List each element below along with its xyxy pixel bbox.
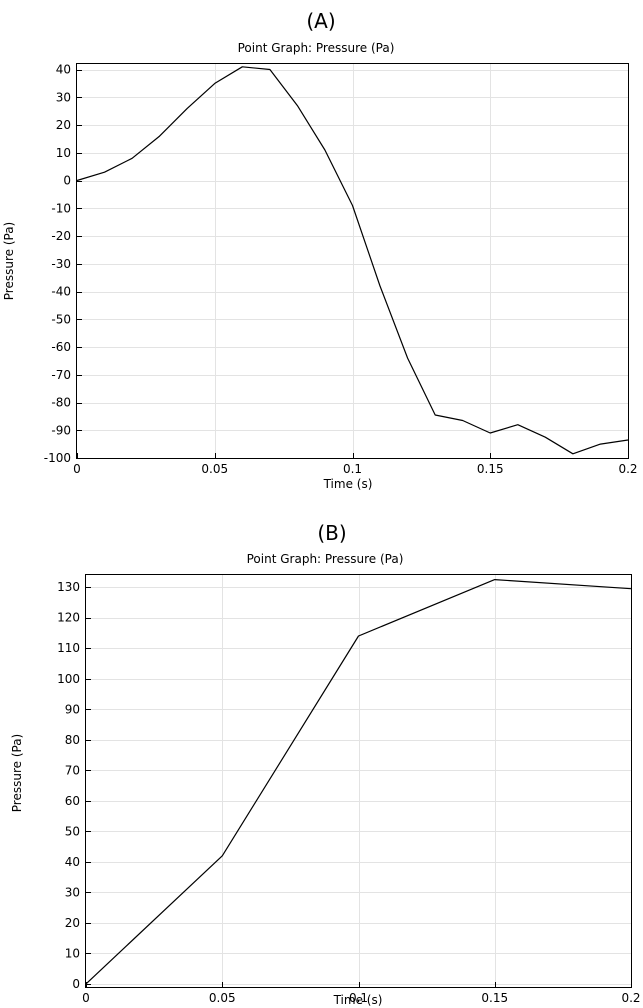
chart-a-ytick-label: -50 (51, 312, 71, 326)
chart-a-xtick-label: 0.1 (343, 462, 362, 476)
chart-a-frame (76, 63, 629, 459)
chart-a-xtick-label: 0.05 (201, 462, 228, 476)
chart-a-ytick-label: 10 (56, 146, 71, 160)
chart-b-xtick-label: 0.2 (621, 991, 640, 1005)
chart-a-ytick-label: -10 (51, 201, 71, 215)
chart-b-frame (85, 574, 632, 988)
chart-b-xtick-label: 0 (82, 991, 90, 1005)
chart-b-series-line (85, 578, 632, 985)
chart-a-xtick-label: 0 (73, 462, 81, 476)
chart-b-title: Point Graph: Pressure (Pa) (247, 552, 404, 566)
chart-b-ytick-label: 130 (57, 580, 80, 594)
chart-b-panel-label: (B) (317, 521, 346, 545)
chart-b: (B) Point Graph: Pressure (Pa) 0 0.05 0.1 0… (10, 521, 641, 1007)
chart-a-ytick-label: -80 (51, 396, 71, 410)
chart-a-ytick-label: 40 (56, 63, 71, 77)
chart-a-ytick-label: -100 (44, 451, 71, 465)
chart-a-ytick-label: 0 (63, 174, 71, 188)
chart-b-ytick-label: 120 (57, 611, 80, 625)
chart-a-panel-label: (A) (306, 9, 335, 33)
chart-a-ytick-label: 30 (56, 90, 71, 104)
chart-a-ylabel: Pressure (Pa) (2, 222, 16, 300)
chart-b-ytick-label: 40 (65, 855, 80, 869)
chart-b-ytick-label: 80 (65, 733, 80, 747)
chart-a-xtick-label: 0.2 (618, 462, 637, 476)
chart-b-ytick-label: 90 (65, 702, 80, 716)
chart-a-ytick-label: -40 (51, 285, 71, 299)
chart-b-ytick-label: 10 (65, 946, 80, 960)
chart-b-ticks (86, 587, 632, 987)
chart-a-ytick-label: 20 (56, 118, 71, 132)
chart-a-title: Point Graph: Pressure (Pa) (238, 41, 395, 55)
chart-a-xtick-label: 0.15 (477, 462, 504, 476)
chart-b-ytick-label: 60 (65, 794, 80, 808)
chart-b-ytick-label: 110 (57, 641, 80, 655)
chart-b-xlabel: Time (s) (333, 993, 383, 1007)
chart-b-ytick-label: 30 (65, 885, 80, 899)
chart-a-series (76, 66, 629, 455)
chart-a-series-line (76, 66, 629, 455)
chart-a-ytick-label: -20 (51, 229, 71, 243)
chart-b-ylabel: Pressure (Pa) (10, 734, 24, 812)
chart-a-ytick-label: -90 (51, 423, 71, 437)
chart-b-ytick-label: 50 (65, 824, 80, 838)
chart-b-ytick-label: 20 (65, 916, 80, 930)
chart-b-ytick-label: 0 (72, 977, 80, 991)
chart-a: (A) Point Graph: Pressure (Pa) 0 0.05 0.1 0… (2, 9, 638, 491)
chart-b-xtick-label: 0.1 (349, 991, 368, 1005)
chart-b-series (85, 578, 632, 985)
chart-a-gridlines (77, 64, 628, 459)
chart-b-gridlines (86, 575, 631, 987)
chart-b-tick-labels: 0 0.05 0.1 0.15 0.21301201101009080706050403… (57, 580, 640, 1005)
chart-b-ytick-label: 70 (65, 763, 80, 777)
chart-a-ytick-label: -70 (51, 368, 71, 382)
chart-b-ytick-label: 100 (57, 672, 80, 686)
chart-a-tick-labels: 0 0.05 0.1 0.15 0.2 40 30 20 10 0 -10 -20 -30 -40 -50 -… (44, 63, 638, 476)
chart-a-xlabel: Time (s) (323, 477, 373, 491)
chart-b-xtick-label: 0.05 (209, 991, 236, 1005)
chart-a-ytick-label: -60 (51, 340, 71, 354)
chart-a-ytick-label: -30 (51, 257, 71, 271)
chart-b-xtick-label: 0.15 (481, 991, 508, 1005)
